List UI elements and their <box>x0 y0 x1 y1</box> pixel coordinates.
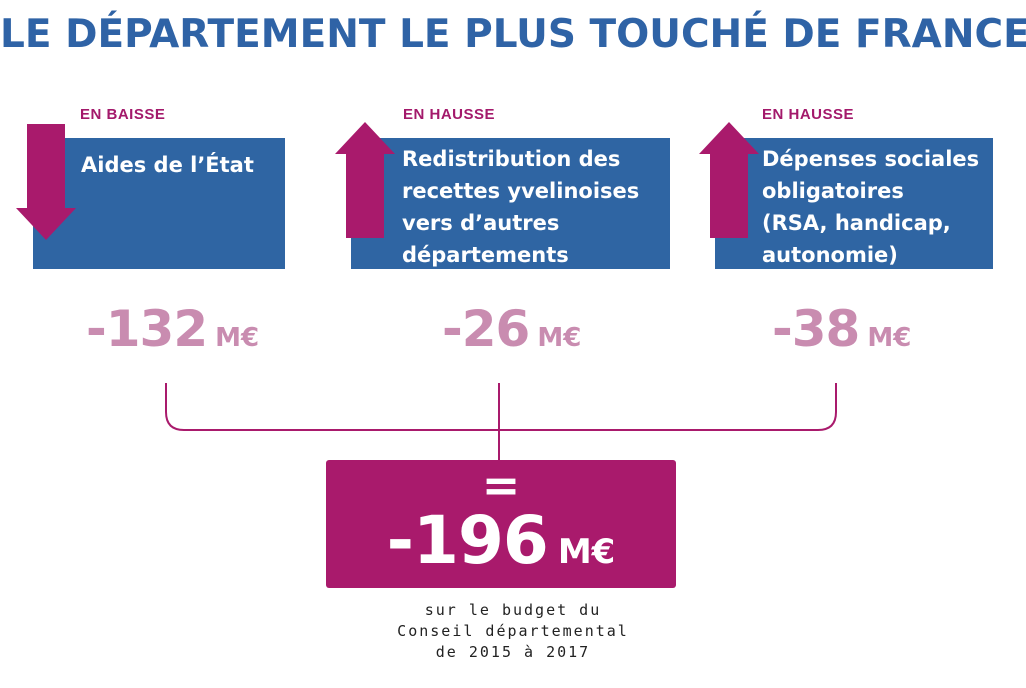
amount-depenses-sociales: -38 M€ <box>772 300 911 358</box>
arrow-up-icon <box>335 122 395 238</box>
equals-sign: = <box>481 458 521 512</box>
page-title: LE DÉPARTEMENT LE PLUS TOUCHÉ DE FRANCE <box>0 12 1026 57</box>
caption-line: sur le budget du <box>424 601 602 619</box>
amount-unit: M€ <box>537 323 582 353</box>
amount-redistribution: -26 M€ <box>442 300 581 358</box>
box-depenses-sociales <box>715 138 993 269</box>
label-depenses-sociales: Dépenses sociales obligatoires (RSA, han… <box>762 147 980 267</box>
tag-en-baisse: EN BAISSE <box>80 106 166 123</box>
total-box: = -196 M€ <box>326 460 676 588</box>
caption-line: de 2015 à 2017 <box>435 643 591 661</box>
arrow-down-icon <box>16 124 76 240</box>
tag-en-hausse: EN HAUSSE <box>403 106 496 123</box>
amount-value: -38 <box>772 300 860 358</box>
amount-aides-etat: -132 M€ <box>86 300 259 358</box>
box-aides-etat <box>33 138 285 269</box>
arrow-up-icon <box>699 122 759 238</box>
total-value: -196 <box>386 502 549 579</box>
caption: sur le budget du Conseil départemental d… <box>313 600 713 663</box>
amount-value: -26 <box>442 300 530 358</box>
total-amount: -196 M€ <box>326 502 676 579</box>
box-redistribution <box>351 138 670 269</box>
caption-line: Conseil départemental <box>397 622 629 640</box>
amount-unit: M€ <box>867 323 912 353</box>
label-redistribution: Redistribution des recettes yvelinoises … <box>402 147 640 267</box>
label-aides-etat: Aides de l’État <box>81 153 254 177</box>
amount-unit: M€ <box>215 323 260 353</box>
tag-en-hausse: EN HAUSSE <box>762 106 855 123</box>
amount-value: -132 <box>86 300 208 358</box>
total-unit: M€ <box>557 532 616 572</box>
